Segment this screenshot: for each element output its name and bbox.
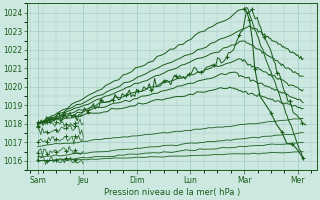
X-axis label: Pression niveau de la mer( hPa ): Pression niveau de la mer( hPa ) bbox=[104, 188, 240, 197]
